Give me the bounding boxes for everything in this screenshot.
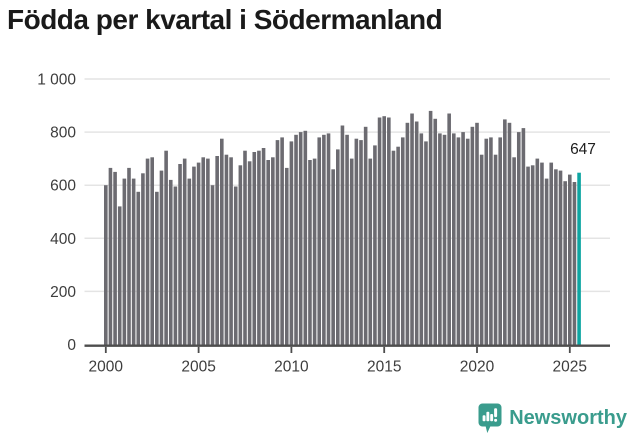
svg-text:0: 0 — [67, 337, 76, 354]
svg-text:400: 400 — [50, 231, 76, 248]
svg-text:2000: 2000 — [89, 359, 124, 376]
newsworthy-logo: Newsworthy — [478, 403, 627, 434]
chart-title: Födda per kvartal i Södermanland — [7, 4, 443, 35]
svg-text:2005: 2005 — [181, 359, 215, 376]
svg-text:600: 600 — [50, 178, 76, 195]
svg-text:2020: 2020 — [460, 359, 495, 376]
svg-text:1 000: 1 000 — [37, 72, 76, 89]
brand-name: Newsworthy — [509, 407, 627, 429]
svg-text:2025: 2025 — [553, 359, 587, 376]
bar-chart-exclamation-badge-icon — [478, 403, 502, 433]
svg-text:2015: 2015 — [367, 359, 401, 376]
svg-text:2010: 2010 — [274, 359, 309, 376]
last-value-label: 647 — [570, 141, 596, 158]
svg-text:800: 800 — [50, 125, 76, 142]
svg-text:200: 200 — [50, 284, 76, 301]
